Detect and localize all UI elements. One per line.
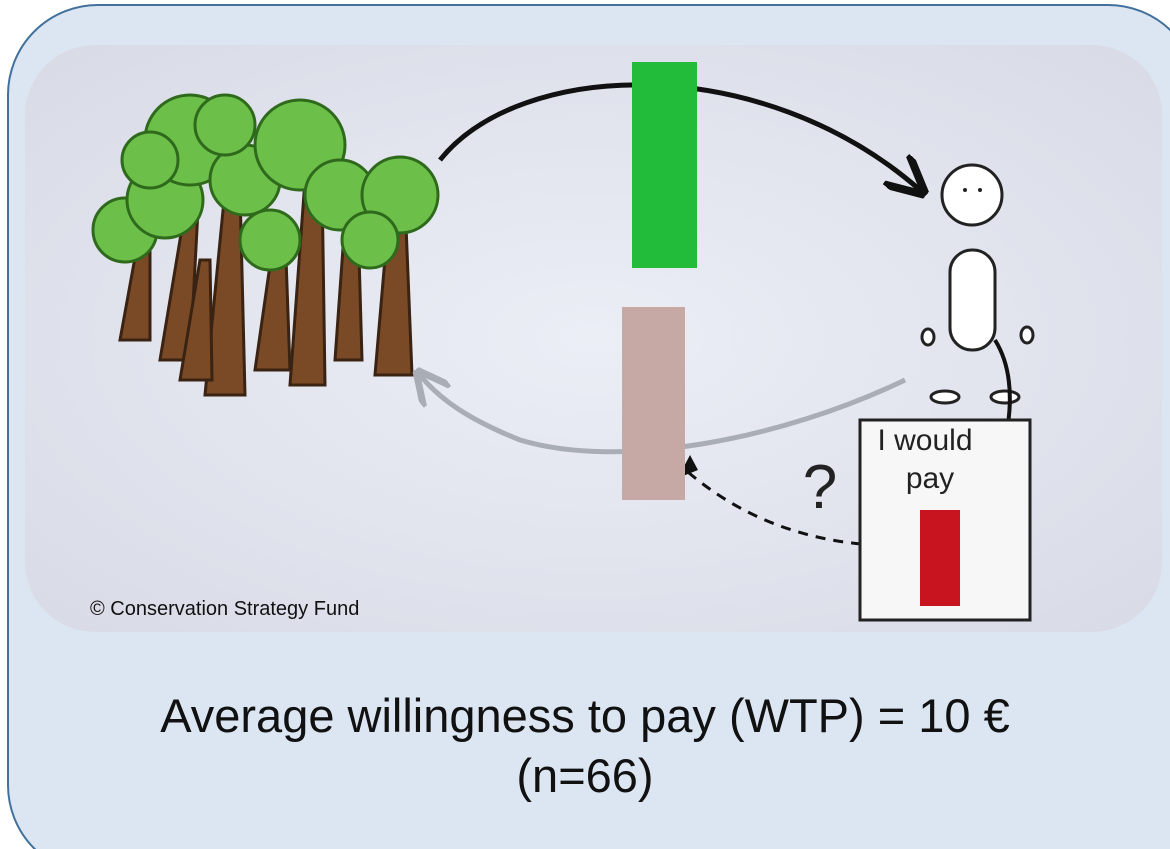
caption: (n=66) bbox=[516, 749, 653, 802]
pink-bar bbox=[622, 307, 685, 500]
slide: I would pay ? © Conservation Strategy Fu… bbox=[0, 0, 1170, 849]
question-mark: ? bbox=[803, 453, 837, 522]
sign-text: pay bbox=[906, 462, 954, 495]
sign-text: I would bbox=[877, 424, 972, 457]
credit: © Conservation Strategy Fund bbox=[90, 598, 359, 620]
sign: I would pay bbox=[860, 420, 1030, 620]
green-bar bbox=[632, 62, 697, 268]
page: I would pay ? © Conservation Strategy Fu… bbox=[0, 0, 1170, 849]
caption: Average willingness to pay (WTP) = 10 € bbox=[160, 689, 1009, 742]
